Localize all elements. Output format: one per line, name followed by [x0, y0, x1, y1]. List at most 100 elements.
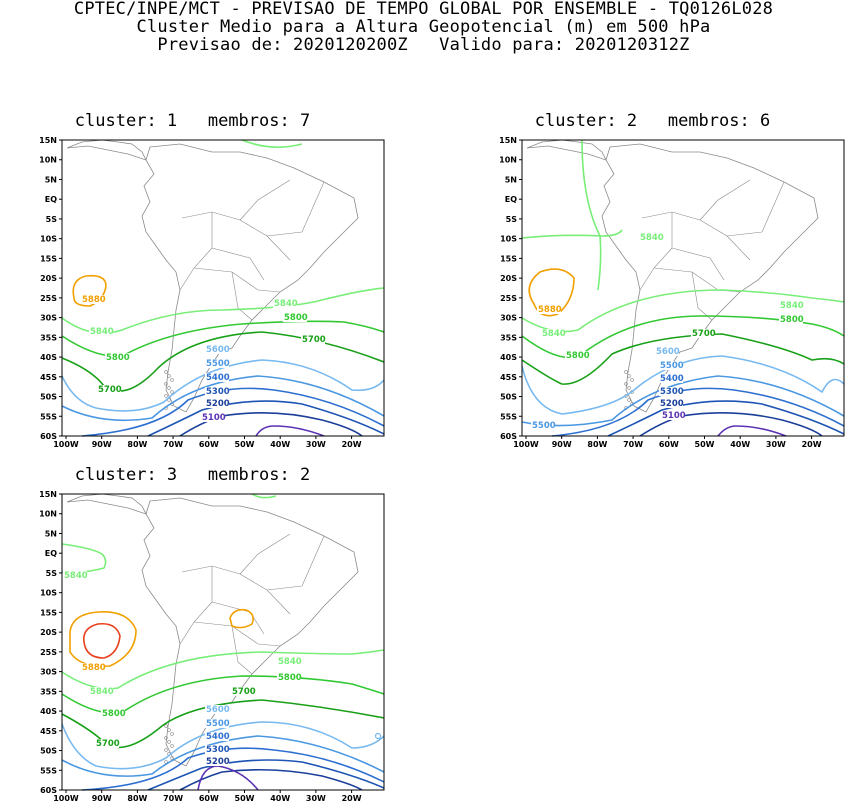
contour-label: 5880 — [538, 305, 562, 315]
country-border — [179, 566, 213, 645]
lat-label: 10N — [39, 510, 57, 519]
map-frame — [61, 139, 385, 437]
lat-label: 10S — [500, 235, 517, 244]
lat-label: 50S — [40, 747, 57, 756]
lat-label: 10S — [40, 589, 57, 598]
panel-title: cluster: 2 membros: 6 — [534, 111, 771, 131]
lat-label: 45S — [40, 727, 57, 736]
lat-label: 15S — [40, 608, 57, 617]
lat-label: 5S — [46, 569, 58, 578]
contour-label-bg — [205, 719, 229, 728]
contour-label-bg — [205, 757, 229, 766]
central-america-coast — [66, 493, 147, 515]
central-america-coast — [526, 139, 607, 161]
country-border — [671, 247, 725, 281]
contour-line — [61, 375, 385, 422]
contour-label-bg — [659, 399, 683, 408]
central-america-coast — [66, 139, 147, 161]
lat-label: 50S — [500, 393, 517, 402]
island-mark — [164, 724, 168, 728]
contour-label-bg — [277, 673, 301, 682]
contour-label: 5200 — [206, 399, 230, 409]
island-mark — [164, 382, 168, 386]
country-border — [726, 181, 785, 237]
country-border — [699, 179, 751, 221]
contour-label: 5200 — [206, 757, 230, 767]
contour-label: 5100 — [662, 411, 686, 421]
country-border — [231, 271, 253, 321]
contour-line — [179, 412, 363, 437]
lat-label: EQ — [505, 195, 517, 204]
lat-label: 10N — [39, 156, 57, 165]
cluster-1-panel: cluster: 1 membros: 7 5880 5840 5840 5800 58… — [20, 110, 385, 449]
country-border — [239, 533, 291, 575]
contour-label: 5600 — [656, 347, 680, 357]
lon-label: 80W — [127, 440, 147, 449]
contour-label: 5880 — [82, 663, 106, 673]
map-svg: 5840588058405840580058005700570056005500… — [39, 490, 385, 803]
longitude-axis: 100W 90W 80W 70W 60W 50W 40W 30W 20W — [53, 790, 362, 803]
contour-label-bg — [81, 295, 105, 304]
latitude-axis: 15N 10N 5N EQ 5S 10S 15S 20S 25S 30S 35S 40S 45S 50S 5… — [39, 490, 62, 795]
lon-label: 40W — [730, 440, 750, 449]
island-mark — [627, 398, 631, 402]
island-mark — [164, 394, 168, 398]
country-border — [211, 601, 265, 635]
contour-label: 5700 — [232, 687, 256, 697]
island-mark — [170, 756, 174, 760]
map-svg: 5880 5840 5840 5800 5800 5700 5700 5600 5500 5400… — [39, 136, 385, 449]
country-border — [239, 179, 291, 221]
lat-label: 10N — [499, 156, 517, 165]
lon-label: 20W — [342, 794, 362, 803]
contour-label-bg — [283, 313, 307, 322]
contour-label-bg — [205, 373, 229, 382]
latitude-axis: 15N 10N 5N EQ 5S 10S 15S 20S 25S 30S 35S 40S 45S 50S 5… — [39, 136, 62, 441]
panel-title: cluster: 3 membros: 2 — [74, 465, 311, 485]
contour-cell — [374, 732, 382, 740]
contour-label-bg — [63, 571, 87, 580]
lat-label: 60S — [500, 432, 517, 441]
contour-label: 5500 — [660, 361, 684, 371]
contour-label: 5840 — [90, 687, 114, 697]
contour-label-bg — [655, 347, 679, 356]
contour-line — [607, 400, 845, 437]
contour-label-bg — [81, 663, 105, 672]
lat-label: 15N — [39, 136, 57, 145]
lat-label: 20S — [500, 274, 517, 283]
contour-line — [521, 229, 623, 239]
contour-label: 5800 — [566, 351, 590, 361]
island-mark — [167, 728, 171, 732]
contour-line — [251, 493, 277, 499]
contour-label: 5100 — [202, 413, 226, 423]
lat-label: 15S — [500, 254, 517, 263]
contour-label: 5600 — [206, 345, 230, 355]
island-mark — [167, 374, 171, 378]
contour-label: 5800 — [106, 353, 130, 363]
contour-label: 5400 — [206, 732, 230, 742]
lon-label: 80W — [127, 794, 147, 803]
contour-label-bg — [205, 345, 229, 354]
contour-label: 5800 — [278, 673, 302, 683]
contour-line — [81, 387, 385, 437]
contour-label-bg — [531, 421, 555, 430]
contour-line — [82, 622, 121, 659]
contour-label-bg — [691, 329, 715, 338]
island-mark — [164, 370, 168, 374]
contour-label: 5300 — [206, 387, 230, 397]
contour-label-bg — [231, 687, 255, 696]
contour-line — [147, 400, 385, 437]
coastline — [141, 497, 359, 767]
country-border — [211, 247, 265, 281]
country-border — [231, 625, 253, 675]
contour-label-bg — [537, 305, 561, 314]
lat-label: 5S — [46, 215, 58, 224]
country-border — [653, 267, 741, 293]
country-border — [181, 565, 291, 615]
contour-label-bg — [205, 359, 229, 368]
contour-line — [229, 608, 254, 629]
lat-label: 30S — [40, 314, 57, 323]
contour-line — [147, 759, 385, 791]
contour-label: 5200 — [660, 399, 684, 409]
lat-label: 35S — [40, 687, 57, 696]
contour-line — [639, 412, 823, 437]
